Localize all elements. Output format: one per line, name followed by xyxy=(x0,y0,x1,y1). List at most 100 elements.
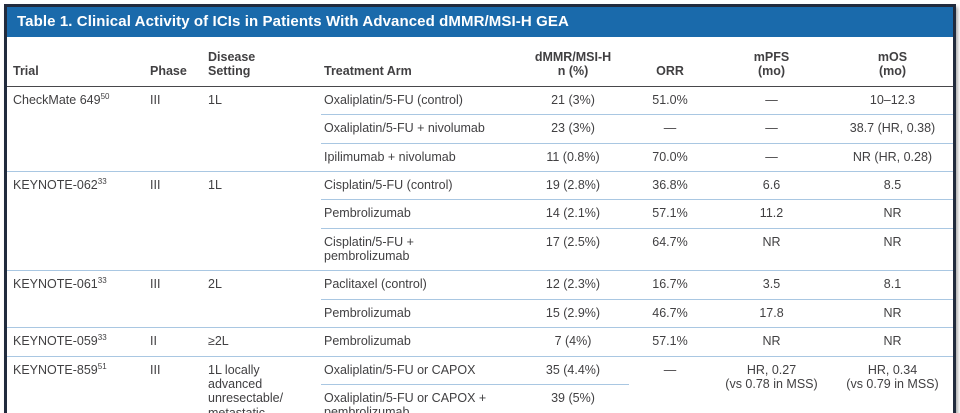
col-header-mpfs: mPFS (mo) xyxy=(711,37,832,87)
cell-mpfs: NR xyxy=(711,227,832,271)
table-row: KEYNOTE-06233 III 1L Cisplatin/5-FU (con… xyxy=(7,170,953,271)
cell-disease-setting: ≥2L xyxy=(205,327,321,356)
cell-orr-merged: — xyxy=(629,355,711,413)
reference-superscript: 33 xyxy=(97,276,107,286)
cell-n: 19 (2.8%) xyxy=(517,170,629,200)
table-title-bar: Table 1. Clinical Activity of ICIs in Pa… xyxy=(7,7,953,37)
cell-mpfs: 17.8 xyxy=(711,298,832,328)
cell-n: 11 (0.8%) xyxy=(517,142,629,172)
cell-n: 14 (2.1%) xyxy=(517,199,629,229)
cell-mos: NR xyxy=(832,298,953,328)
cell-mos: 38.7 (HR, 0.38) xyxy=(832,114,953,143)
cell-mpfs: — xyxy=(765,92,778,107)
table-row: Cisplatin/5-FU + pembrolizumab 17 (2.5%)… xyxy=(7,227,953,271)
cell-phase: III xyxy=(147,355,205,413)
cell-treatment-arm: Oxaliplatin/5-FU or CAPOX + pembrolizuma… xyxy=(321,384,517,413)
cell-treatment-arm: Pembrolizumab xyxy=(321,327,517,356)
table-row: Oxaliplatin/5-FU + nivolumab 23 (3%) — —… xyxy=(7,114,953,143)
cell-n: 17 (2.5%) xyxy=(517,227,629,271)
col-header-dmmr-msi-h-n: dMMR/MSI-H n (%) xyxy=(517,37,629,87)
cell-treatment-arm: Cisplatin/5-FU (control) xyxy=(321,170,517,200)
cell-orr: 70.0% xyxy=(629,142,711,172)
cell-disease-setting: 1L xyxy=(205,170,321,271)
cell-treatment-arm: Ipilimumab + nivolumab xyxy=(321,142,517,172)
table-row: KEYNOTE-06133 III 2L Paclitaxel (control… xyxy=(7,270,953,328)
cell-orr: 16.7% xyxy=(629,270,711,300)
cell-mos: 8.1 xyxy=(832,270,953,300)
cell-phase: II xyxy=(147,327,205,356)
cell-mos: 10–12.3 xyxy=(869,92,916,107)
cell-phase: III xyxy=(147,170,205,271)
cell-treatment-arm: Paclitaxel (control) xyxy=(321,270,517,300)
reference-superscript: 33 xyxy=(97,332,107,342)
cell-mpfs: — xyxy=(711,114,832,143)
cell-orr: 36.8% xyxy=(629,170,711,200)
cell-orr: — xyxy=(629,114,711,143)
cell-phase: III xyxy=(147,270,205,328)
cell-treatment-arm: Oxaliplatin/5-FU (control) xyxy=(324,92,463,107)
col-header-mos: mOS (mo) xyxy=(832,37,953,87)
table-row: KEYNOTE-85951 III 1L locally advanced un… xyxy=(7,355,953,413)
cell-trial: CheckMate 64950 xyxy=(7,86,147,171)
cell-mpfs-merged: HR, 0.27 (vs 0.78 in MSS) xyxy=(711,355,832,413)
cell-mos: 8.5 xyxy=(832,170,953,200)
cell-n: 35 (4.4%) xyxy=(517,355,629,385)
col-header-trial: Trial xyxy=(7,37,147,87)
table-row: CheckMate 64950 III 1L Oxaliplatin/5-FU … xyxy=(7,86,953,114)
trial-name: CheckMate 649 xyxy=(13,92,101,107)
cell-mos: NR (HR, 0.28) xyxy=(832,142,953,172)
cell-trial: KEYNOTE-05933 xyxy=(7,327,147,356)
cell-treatment-arm: Pembrolizumab xyxy=(321,298,517,328)
table-title: Table 1. Clinical Activity of ICIs in Pa… xyxy=(17,13,569,30)
col-header-treatment-arm: Treatment Arm xyxy=(321,37,517,87)
cell-mpfs: NR xyxy=(711,327,832,356)
table-row: Ipilimumab + nivolumab 11 (0.8%) 70.0% —… xyxy=(7,142,953,172)
cell-treatment-arm: Oxaliplatin/5-FU + nivolumab xyxy=(321,114,517,143)
cell-n: 23 (3%) xyxy=(517,114,629,143)
cell-treatment-arm: Cisplatin/5-FU + pembrolizumab xyxy=(321,227,517,271)
cell-disease-setting: 2L xyxy=(205,270,321,328)
trial-name: KEYNOTE-061 xyxy=(13,277,98,292)
cell-mos: NR xyxy=(832,199,953,229)
cell-n: 7 (4%) xyxy=(517,327,629,356)
cell-mos: NR xyxy=(832,327,953,356)
cell-orr: 57.1% xyxy=(629,199,711,229)
col-header-orr: ORR xyxy=(629,37,711,87)
cell-orr: 51.0% xyxy=(652,92,688,107)
col-header-phase: Phase xyxy=(147,37,205,87)
cell-trial: KEYNOTE-06233 xyxy=(7,170,147,271)
cell-orr: 46.7% xyxy=(629,298,711,328)
cell-treatment-arm: Pembrolizumab xyxy=(321,199,517,229)
trial-name: KEYNOTE-062 xyxy=(13,177,98,192)
trial-name: KEYNOTE-059 xyxy=(13,334,98,349)
cell-n: 21 (3%) xyxy=(551,92,595,107)
cell-mpfs: 11.2 xyxy=(711,199,832,229)
table-row: Oxaliplatin/5-FU or CAPOX + pembrolizuma… xyxy=(7,384,953,413)
cell-disease-setting: 1L locally advanced unresectable/ metast… xyxy=(205,355,321,413)
cell-n: 12 (2.3%) xyxy=(517,270,629,300)
cell-trial: KEYNOTE-06133 xyxy=(7,270,147,328)
cell-n: 39 (5%) xyxy=(517,384,629,413)
col-header-disease-setting: Disease Setting xyxy=(205,37,321,87)
cell-disease-setting: 1L xyxy=(208,92,222,107)
reference-superscript: 51 xyxy=(97,361,107,371)
cell-trial: KEYNOTE-85951 xyxy=(7,355,147,413)
clinical-activity-table: Trial Phase Disease Setting Treatment Ar… xyxy=(7,37,953,413)
cell-mpfs: 6.6 xyxy=(711,170,832,200)
cell-n: 15 (2.9%) xyxy=(517,298,629,328)
table-1-panel: Table 1. Clinical Activity of ICIs in Pa… xyxy=(4,4,956,413)
cell-mpfs: — xyxy=(711,142,832,172)
reference-superscript: 50 xyxy=(100,91,110,101)
cell-mpfs: 3.5 xyxy=(711,270,832,300)
table-row: Pembrolizumab 14 (2.1%) 57.1% 11.2 NR xyxy=(7,199,953,229)
cell-orr: 57.1% xyxy=(629,327,711,356)
table-row: KEYNOTE-05933 II ≥2L Pembrolizumab 7 (4%… xyxy=(7,327,953,356)
cell-mos-merged: HR, 0.34 (vs 0.79 in MSS) xyxy=(832,355,953,413)
reference-superscript: 33 xyxy=(97,176,107,186)
trial-name: KEYNOTE-859 xyxy=(13,362,98,377)
table-row: Pembrolizumab 15 (2.9%) 46.7% 17.8 NR xyxy=(7,298,953,328)
cell-phase: III xyxy=(150,92,161,107)
cell-orr: 64.7% xyxy=(629,227,711,271)
header-row: Trial Phase Disease Setting Treatment Ar… xyxy=(7,37,953,87)
